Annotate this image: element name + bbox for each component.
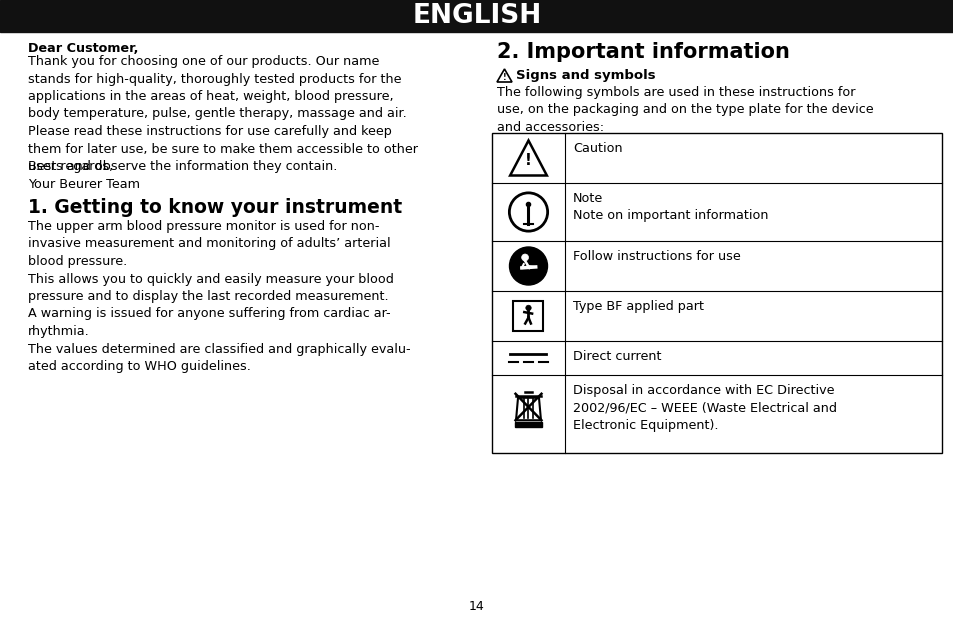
Bar — [513, 301, 543, 331]
Text: !: ! — [502, 73, 506, 82]
Text: Follow instructions for use: Follow instructions for use — [573, 250, 740, 263]
Text: 2. Important information: 2. Important information — [497, 42, 789, 62]
Text: Direct current: Direct current — [573, 350, 660, 363]
Bar — [492, 133, 941, 453]
Text: Disposal in accordance with EC Directive
2002/96/EC – WEEE (Waste Electrical and: Disposal in accordance with EC Directive… — [573, 384, 836, 432]
Text: Signs and symbols: Signs and symbols — [516, 69, 655, 82]
Text: Caution: Caution — [573, 142, 622, 155]
Text: Dear Customer,: Dear Customer, — [28, 42, 138, 55]
Text: The upper arm blood pressure monitor is used for non-
invasive measurement and m: The upper arm blood pressure monitor is … — [28, 220, 410, 373]
Text: !: ! — [524, 154, 532, 168]
Circle shape — [509, 247, 547, 285]
Text: 14: 14 — [469, 600, 484, 613]
Text: Best regards,
Your Beurer Team: Best regards, Your Beurer Team — [28, 160, 140, 191]
Text: 1. Getting to know your instrument: 1. Getting to know your instrument — [28, 198, 402, 217]
Circle shape — [521, 254, 528, 261]
Bar — [0, 0, 953, 32]
Text: ENGLISH: ENGLISH — [412, 3, 541, 29]
Text: The following symbols are used in these instructions for
use, on the packaging a: The following symbols are used in these … — [497, 86, 873, 134]
Text: Note
Note on important information: Note Note on important information — [573, 192, 768, 222]
Text: Type BF applied part: Type BF applied part — [573, 300, 703, 313]
Circle shape — [525, 305, 531, 311]
Text: Thank you for choosing one of our products. Our name
stands for high-quality, th: Thank you for choosing one of our produc… — [28, 55, 417, 173]
Bar — [515, 422, 541, 427]
